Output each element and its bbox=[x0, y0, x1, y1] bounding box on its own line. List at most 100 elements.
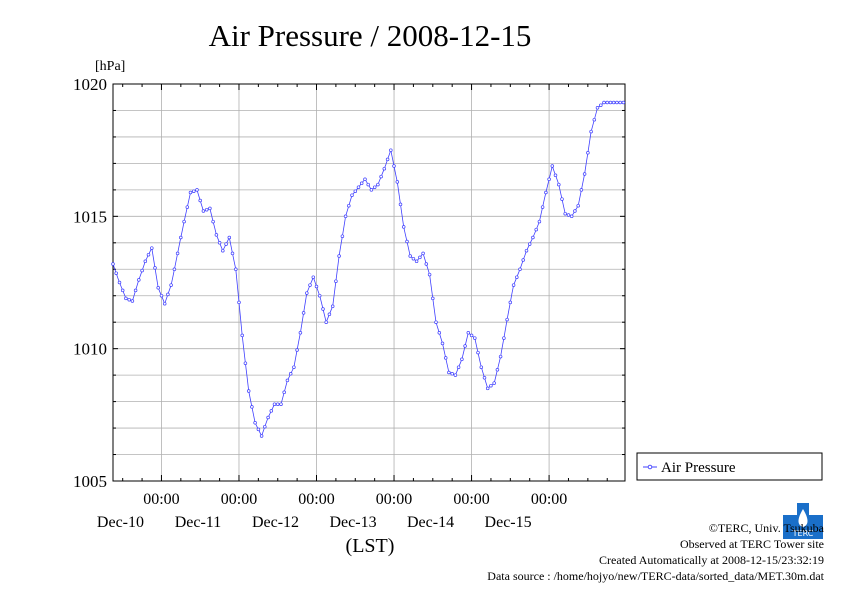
data-point bbox=[337, 254, 341, 258]
data-point bbox=[143, 259, 148, 264]
grid-lines bbox=[113, 84, 625, 481]
data-source-text: Data source : /home/hojyo/new/TERC-data/… bbox=[487, 569, 824, 583]
data-point bbox=[550, 164, 555, 168]
data-point bbox=[492, 381, 496, 385]
legend: Air Pressure bbox=[636, 452, 823, 481]
data-point bbox=[450, 372, 454, 376]
data-point bbox=[156, 286, 160, 290]
data-point bbox=[172, 267, 177, 272]
data-point bbox=[130, 299, 135, 303]
data-point bbox=[246, 389, 251, 393]
x-tick-date-label: Dec-13 bbox=[329, 514, 376, 531]
data-point bbox=[498, 354, 503, 359]
data-point bbox=[259, 434, 264, 438]
data-point bbox=[489, 383, 493, 388]
data-point bbox=[595, 106, 600, 110]
observation-site-text: Observed at TERC Tower site bbox=[679, 537, 824, 551]
data-point bbox=[179, 235, 183, 240]
data-point bbox=[453, 373, 458, 377]
data-point bbox=[162, 301, 167, 306]
data-point bbox=[301, 311, 306, 315]
data-point bbox=[195, 188, 199, 192]
data-point bbox=[359, 181, 364, 186]
data-point bbox=[389, 148, 393, 152]
data-point bbox=[250, 405, 254, 409]
data-point bbox=[408, 254, 412, 258]
data-point bbox=[618, 100, 622, 105]
data-point bbox=[527, 242, 532, 246]
x-axis-label: (LST) bbox=[346, 535, 395, 557]
data-point bbox=[495, 368, 500, 372]
y-tick-label: 1020 bbox=[73, 75, 107, 94]
data-point bbox=[133, 288, 138, 293]
data-point bbox=[350, 193, 354, 197]
data-point bbox=[553, 173, 558, 178]
data-point bbox=[563, 211, 567, 216]
data-point bbox=[479, 365, 484, 369]
data-point bbox=[485, 386, 490, 391]
data-point bbox=[521, 258, 525, 262]
data-point bbox=[369, 188, 374, 192]
data-point bbox=[353, 189, 358, 193]
data-point bbox=[298, 331, 303, 335]
data-point bbox=[611, 100, 616, 105]
data-point bbox=[443, 356, 448, 360]
data-point bbox=[314, 284, 319, 289]
data-point bbox=[217, 241, 222, 245]
data-point bbox=[424, 262, 429, 266]
data-point bbox=[602, 100, 606, 105]
data-point bbox=[502, 336, 506, 340]
data-point bbox=[192, 189, 196, 193]
data-point bbox=[605, 100, 609, 105]
data-point bbox=[150, 246, 154, 250]
data-point bbox=[227, 235, 232, 240]
data-point bbox=[392, 164, 396, 168]
data-point bbox=[566, 213, 571, 217]
x-tick-date-label: Dec-15 bbox=[485, 514, 532, 531]
data-point bbox=[221, 248, 225, 253]
data-point bbox=[560, 197, 564, 201]
data-point bbox=[308, 283, 312, 287]
data-point bbox=[317, 293, 322, 298]
data-point bbox=[421, 251, 425, 256]
data-point bbox=[295, 348, 299, 352]
data-point bbox=[431, 296, 435, 301]
legend-marker-swatch bbox=[647, 464, 653, 470]
data-point bbox=[531, 235, 535, 240]
data-point bbox=[473, 336, 477, 340]
data-point bbox=[576, 203, 580, 208]
data-point bbox=[395, 180, 400, 184]
data-point bbox=[589, 129, 593, 134]
svg-text:TERC: TERC bbox=[792, 529, 814, 538]
data-point bbox=[586, 151, 590, 155]
data-point bbox=[447, 370, 451, 375]
data-point bbox=[511, 283, 516, 287]
creation-timestamp-text: Created Automatically at 2008-12-15/23:3… bbox=[599, 553, 824, 567]
data-point bbox=[466, 331, 471, 335]
data-point bbox=[582, 172, 587, 176]
x-tick-time-label: 00:00 bbox=[143, 491, 179, 508]
y-tick-label: 1005 bbox=[73, 472, 107, 491]
data-point bbox=[505, 317, 509, 322]
data-point bbox=[540, 205, 545, 209]
data-point bbox=[234, 267, 238, 272]
data-point bbox=[292, 365, 296, 369]
data-point bbox=[272, 402, 277, 406]
data-point bbox=[363, 177, 367, 182]
data-point bbox=[263, 424, 267, 429]
data-point bbox=[253, 421, 257, 425]
data-point bbox=[182, 219, 186, 224]
data-point bbox=[518, 267, 522, 272]
data-point bbox=[124, 296, 128, 301]
data-point bbox=[117, 280, 122, 285]
x-tick-time-label: 00:00 bbox=[531, 491, 567, 508]
data-point bbox=[579, 188, 584, 192]
x-axis-ticks: 00:00Dec-1000:00Dec-1100:00Dec-1200:00De… bbox=[97, 84, 608, 531]
data-point bbox=[418, 255, 422, 260]
data-point bbox=[169, 283, 173, 287]
data-point bbox=[279, 402, 283, 406]
data-point bbox=[114, 271, 118, 275]
legend-box bbox=[636, 452, 823, 481]
data-point bbox=[127, 297, 131, 302]
